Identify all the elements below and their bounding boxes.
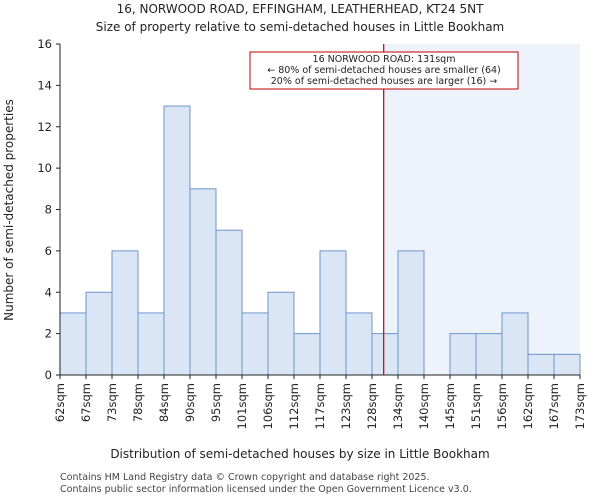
x-tick-label: 123sqm (339, 383, 353, 429)
x-tick-label: 73sqm (105, 383, 119, 422)
footer-line-1: Contains HM Land Registry data © Crown c… (60, 472, 430, 483)
y-tick-label: 2 (45, 327, 52, 341)
x-tick-label: 62sqm (53, 383, 67, 422)
annotation-box: 16 NORWOOD ROAD: 131sqm ← 80% of semi-de… (249, 51, 519, 90)
x-tick-label: 134sqm (391, 383, 405, 429)
x-tick-label: 95sqm (209, 383, 223, 422)
bar-95sqm (215, 229, 243, 376)
bar-156sqm (501, 312, 529, 376)
x-tick-label: 67sqm (79, 383, 93, 422)
bar-84sqm (163, 105, 191, 376)
y-tick-label: 6 (45, 244, 52, 258)
y-tick-label: 4 (45, 285, 52, 299)
x-tick-label: 156sqm (495, 383, 509, 429)
x-tick-label: 112sqm (287, 383, 301, 429)
y-axis-label: Number of semi-detached properties (2, 99, 16, 321)
chart-subtitle: Size of property relative to semi-detach… (96, 20, 505, 34)
bar-145sqm (449, 333, 477, 376)
y-tick-label: 14 (37, 78, 52, 92)
x-tick-label: 78sqm (131, 383, 145, 422)
bar-162sqm (527, 353, 555, 376)
y-tick-label: 16 (37, 37, 52, 51)
annotation-line-2: ← 80% of semi-detached houses are smalle… (267, 65, 501, 76)
bar-151sqm (475, 333, 503, 376)
x-tick-label: 101sqm (235, 383, 249, 429)
bar-117sqm (319, 250, 347, 376)
bar-112sqm (293, 333, 321, 376)
bar-167sqm (553, 353, 581, 376)
footer-line-2: Contains public sector information licen… (60, 484, 472, 495)
x-axis-label: Distribution of semi-detached houses by … (110, 447, 489, 461)
y-tick-label: 8 (45, 203, 52, 217)
bar-78sqm (137, 312, 165, 376)
x-tick-label: 117sqm (313, 383, 327, 429)
x-tick-label: 84sqm (157, 383, 171, 422)
bar-134sqm (397, 250, 425, 376)
x-tick-label: 128sqm (365, 383, 379, 429)
bar-106sqm (267, 291, 295, 376)
bar-90sqm (189, 188, 217, 376)
bar-128sqm (371, 333, 399, 376)
x-tick-label: 167sqm (547, 383, 561, 429)
x-tick-label: 145sqm (443, 383, 457, 429)
x-tick-label: 173sqm (573, 383, 587, 429)
x-tick-label: 151sqm (469, 383, 483, 429)
x-tick-label: 140sqm (417, 383, 431, 429)
bar-73sqm (111, 250, 139, 376)
bar-101sqm (241, 312, 269, 376)
x-tick-label: 162sqm (521, 383, 535, 429)
bar-67sqm (85, 291, 113, 376)
y-tick-label: 10 (37, 161, 52, 175)
chart-title: 16, NORWOOD ROAD, EFFINGHAM, LEATHERHEAD… (117, 2, 485, 16)
annotation-frame (249, 51, 519, 90)
annotation-line-1: 16 NORWOOD ROAD: 131sqm (313, 54, 456, 65)
y-tick-label: 0 (45, 368, 52, 382)
bar-123sqm (345, 312, 373, 376)
y-tick-label: 12 (37, 120, 52, 134)
x-tick-label: 106sqm (261, 383, 275, 429)
annotation-line-3: 20% of semi-detached houses are larger (… (271, 76, 498, 87)
x-tick-label: 90sqm (183, 383, 197, 422)
bar-62sqm (59, 312, 87, 376)
